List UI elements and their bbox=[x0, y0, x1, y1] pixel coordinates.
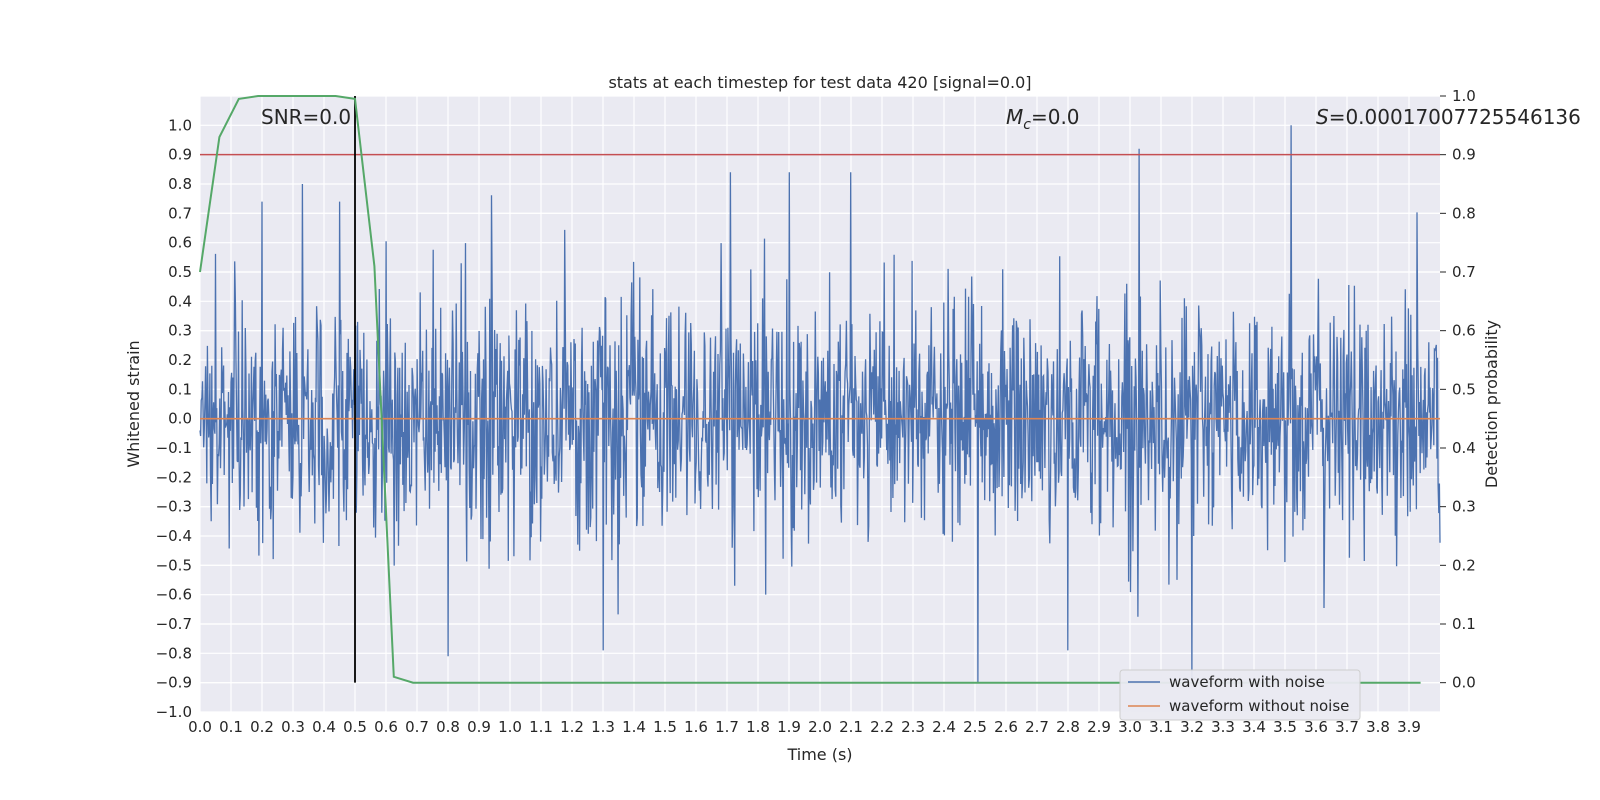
x-tick-label: 1.0 bbox=[498, 718, 522, 736]
x-tick-label: 1.7 bbox=[715, 718, 739, 736]
y-tick-label: 1.0 bbox=[168, 116, 192, 134]
x-tick-label: 3.2 bbox=[1180, 718, 1204, 736]
x-tick-label: 2.1 bbox=[839, 718, 863, 736]
y-tick-label: 0.8 bbox=[168, 175, 192, 193]
x-tick-label: 1.1 bbox=[529, 718, 553, 736]
x-tick-label: 2.4 bbox=[932, 718, 956, 736]
y-tick-label: 0.4 bbox=[168, 292, 192, 310]
x-tick-label: 3.1 bbox=[1149, 718, 1173, 736]
x-tick-label: 1.4 bbox=[622, 718, 646, 736]
x-axis-label: Time (s) bbox=[786, 745, 852, 764]
y-tick-label: −0.3 bbox=[156, 498, 192, 516]
y2-tick-label: 0.1 bbox=[1452, 615, 1476, 633]
x-tick-label: 3.0 bbox=[1118, 718, 1142, 736]
y-tick-label: −1.0 bbox=[156, 703, 192, 721]
legend: waveform with noise waveform without noi… bbox=[1119, 669, 1361, 721]
s-annotation: S=0.00017007725546136 bbox=[1316, 105, 1581, 129]
x-tick-label: 2.9 bbox=[1087, 718, 1111, 736]
x-tick-label: 0.8 bbox=[436, 718, 460, 736]
x-tick-label: 0.4 bbox=[312, 718, 336, 736]
legend-label-clean: waveform without noise bbox=[1169, 697, 1349, 715]
mc-symbol: M bbox=[1006, 105, 1023, 129]
snr-annotation: SNR=0.0 bbox=[261, 105, 351, 129]
legend-box bbox=[1119, 669, 1361, 721]
x-tick-label: 3.7 bbox=[1335, 718, 1359, 736]
y2-axis-label: Detection probability bbox=[1482, 320, 1501, 488]
x-tick-label: 2.7 bbox=[1025, 718, 1049, 736]
s-value: =0.00017007725546136 bbox=[1329, 105, 1581, 129]
y2-tick-label: 0.0 bbox=[1452, 674, 1476, 692]
y-tick-label: −0.6 bbox=[156, 586, 192, 604]
y-tick-label: 0.1 bbox=[168, 380, 192, 398]
y-tick-label: 0.0 bbox=[168, 410, 192, 428]
x-tick-label: 3.5 bbox=[1273, 718, 1297, 736]
x-tick-label: 1.3 bbox=[591, 718, 615, 736]
x-tick-label: 3.9 bbox=[1397, 718, 1421, 736]
y-tick-label: −0.9 bbox=[156, 674, 192, 692]
chart-title: stats at each timestep for test data 420… bbox=[608, 73, 1031, 92]
y-tick-label: −0.7 bbox=[156, 615, 192, 633]
x-tick-label: 2.8 bbox=[1056, 718, 1080, 736]
x-tick-label: 2.0 bbox=[808, 718, 832, 736]
y-tick-label: 0.5 bbox=[168, 263, 192, 281]
y2-tick-label: 0.8 bbox=[1452, 204, 1476, 222]
y2-tick-label: 0.5 bbox=[1452, 380, 1476, 398]
mc-subscript: c bbox=[1023, 117, 1031, 133]
x-tick-label: 3.8 bbox=[1366, 718, 1390, 736]
x-tick-label: 2.3 bbox=[901, 718, 925, 736]
x-tick-label: 0.9 bbox=[467, 718, 491, 736]
y-tick-label: 0.7 bbox=[168, 204, 192, 222]
x-tick-label: 3.6 bbox=[1304, 718, 1328, 736]
y-tick-label: 0.9 bbox=[168, 146, 192, 164]
y-tick-label: −0.2 bbox=[156, 468, 192, 486]
x-tick-label: 0.7 bbox=[405, 718, 429, 736]
y-tick-label: −0.4 bbox=[156, 527, 192, 545]
x-tick-label: 1.6 bbox=[684, 718, 708, 736]
x-tick-label: 1.8 bbox=[746, 718, 770, 736]
series-detection-probability bbox=[199, 95, 1421, 684]
y-tick-label: 0.3 bbox=[168, 322, 192, 340]
grid bbox=[199, 95, 1440, 713]
y-tick-label: 0.6 bbox=[168, 234, 192, 252]
y-tick-label: −0.5 bbox=[156, 556, 192, 574]
series-waveform-with-noise bbox=[199, 125, 1441, 683]
x-tick-label: 2.2 bbox=[870, 718, 894, 736]
y2-tick-label: 0.3 bbox=[1452, 498, 1476, 516]
x-tick-label: 0.2 bbox=[250, 718, 274, 736]
y2-tick-label: 1.0 bbox=[1452, 87, 1476, 105]
y-axis-label: Whitened strain bbox=[124, 340, 143, 467]
mc-value: =0.0 bbox=[1031, 105, 1080, 129]
x-tick-label: 3.3 bbox=[1211, 718, 1235, 736]
legend-label-noise: waveform with noise bbox=[1169, 673, 1325, 691]
x-tick-label: 0.3 bbox=[281, 718, 305, 736]
x-tick-label: 2.5 bbox=[963, 718, 987, 736]
y-tick-label: −0.1 bbox=[156, 439, 192, 457]
x-tick-label: 2.6 bbox=[994, 718, 1018, 736]
x-tick-label: 1.9 bbox=[777, 718, 801, 736]
plot-layer bbox=[199, 95, 1441, 684]
ticks-layer: 0.0 0.1 0.2 0.3 0.4 0.5 0.6 0.7 0.8 0.9 1.0 1.1 1.2 1… bbox=[156, 87, 1476, 736]
x-tick-label: 1.2 bbox=[560, 718, 584, 736]
x-tick-label: 1.5 bbox=[653, 718, 677, 736]
x-tick-label: 0.5 bbox=[343, 718, 367, 736]
y2-tick-label: 0.4 bbox=[1452, 439, 1476, 457]
y2-tick-label: 0.9 bbox=[1452, 146, 1476, 164]
x-tick-label: 0.1 bbox=[219, 718, 243, 736]
y2-tick-label: 0.2 bbox=[1452, 556, 1476, 574]
x-tick-label: 3.4 bbox=[1242, 718, 1266, 736]
s-symbol: S bbox=[1316, 105, 1329, 129]
mc-annotation: Mc=0.0 bbox=[1006, 105, 1080, 133]
y2-tick-label: 0.7 bbox=[1452, 263, 1476, 281]
y-tick-label: 0.2 bbox=[168, 351, 192, 369]
y-tick-label: −0.8 bbox=[156, 644, 192, 662]
x-tick-label: 0.6 bbox=[374, 718, 398, 736]
y2-tick-label: 0.6 bbox=[1452, 322, 1476, 340]
x-tick-label: 0.0 bbox=[188, 718, 212, 736]
